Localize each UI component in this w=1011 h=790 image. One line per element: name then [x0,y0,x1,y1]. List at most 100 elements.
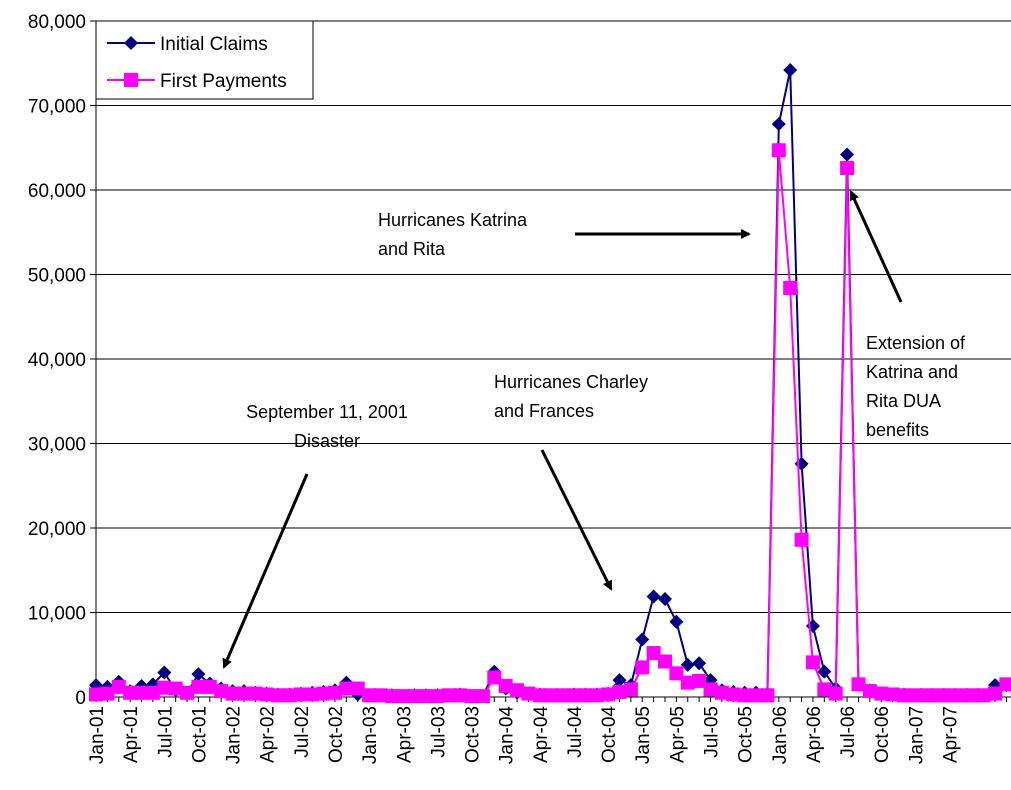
x-tick-label: Apr-03 [394,706,415,763]
data-point [908,688,923,703]
data-point [885,687,900,702]
data-point [532,688,547,703]
data-point [953,688,968,703]
legend-marker-first-payments [124,73,138,87]
data-point [475,689,490,704]
annotation-sept11-line1: September 11, 2001 [246,402,408,422]
data-point [544,688,559,703]
y-tick-label: 50,000 [28,266,86,287]
data-point [692,656,707,671]
data-point [384,689,399,704]
data-point [805,619,820,634]
data-point [771,117,786,132]
x-tick-label: Jan-03 [360,706,381,764]
annotation-charley: Hurricanes Charley and Frances [494,372,648,591]
y-tick-label: 40,000 [28,350,86,371]
data-point [396,689,411,704]
legend: Initial Claims First Payments [95,20,314,100]
data-point [259,687,274,702]
data-point [100,686,115,701]
legend-label-initial-claims: Initial Claims [160,34,268,55]
data-point [976,688,991,703]
x-tick-label: Oct-05 [736,706,757,763]
x-tick-label: Apr-02 [258,706,279,763]
annotation-sept11: September 11, 2001 Disaster [222,402,408,669]
data-point [145,685,160,700]
data-point [612,684,627,699]
data-point [862,684,877,699]
data-point [589,688,604,703]
data-point [817,682,832,697]
y-tick-label: 60,000 [28,181,86,202]
data-point [248,686,263,701]
data-point [658,591,672,606]
data-point [771,143,786,158]
data-point [794,532,809,547]
data-point [669,666,684,681]
x-tick-label: Jan-01 [87,706,108,764]
y-axis-ticks: 0 10,000 20,000 30,000 40,000 50,000 60,000 70,… [28,12,96,709]
data-point [236,686,251,701]
data-point [214,684,229,699]
data-point [999,677,1011,692]
data-point [783,63,798,78]
data-point [157,680,172,695]
x-tick-label: Jul-01 [155,706,176,758]
data-point [931,688,946,703]
data-point [362,688,377,703]
data-point [714,685,729,700]
data-point [896,688,911,703]
x-tick-label: Apr-07 [941,706,962,763]
y-tick-label: 20,000 [28,519,86,540]
legend-marker-initial-claims [124,36,138,50]
annotation-extension-line1: Extension of [866,333,966,353]
data-point [566,688,581,703]
y-tick-label: 80,000 [28,12,86,33]
data-point [89,687,103,702]
data-point [305,687,320,702]
data-point [783,281,798,296]
data-point [805,655,820,670]
data-point [498,679,513,694]
data-point [521,686,536,701]
x-tick-label: Jan-07 [906,706,927,764]
data-point [134,685,149,700]
data-point [111,679,126,694]
x-tick-label: Jan-06 [770,706,791,764]
x-tick-label: Oct-03 [463,706,484,763]
data-point [635,660,650,675]
x-tick-label: Jul-04 [565,706,586,758]
data-point [555,688,570,703]
data-point [851,677,866,692]
data-point [919,688,934,703]
data-point [327,685,342,700]
data-point [623,682,638,697]
data-point [965,688,980,703]
data-point [942,688,957,703]
data-point [840,161,855,176]
data-point [339,681,354,696]
data-point [316,686,331,701]
data-point [202,679,217,694]
x-tick-label: Jan-05 [633,706,654,764]
data-point [828,686,843,701]
data-point [487,670,502,685]
data-point [646,589,661,604]
annotation-extension-line3: Rita DUA [866,391,941,411]
data-point [225,686,240,701]
x-tick-label: Jul-05 [702,706,723,758]
annotation-katrina-line2: and Rita [378,239,446,259]
annotation-extension-line4: benefits [866,420,929,440]
x-tick-label: Jan-02 [224,706,245,764]
x-tick-label: Apr-01 [121,706,142,763]
annotation-charley-arrow [540,449,613,591]
x-tick-label: Jul-02 [292,706,313,758]
data-point [180,685,195,700]
x-tick-label: Apr-06 [804,706,825,763]
x-tick-label: Oct-01 [189,706,210,763]
annotation-katrina: Hurricanes Katrina and Rita [378,210,751,259]
data-point [680,675,695,690]
data-point [282,688,297,703]
x-axis-ticks: Jan-01 Apr-01 Jul-01 Oct-01 Jan-02 Apr-02 Jul-… [87,697,1007,764]
